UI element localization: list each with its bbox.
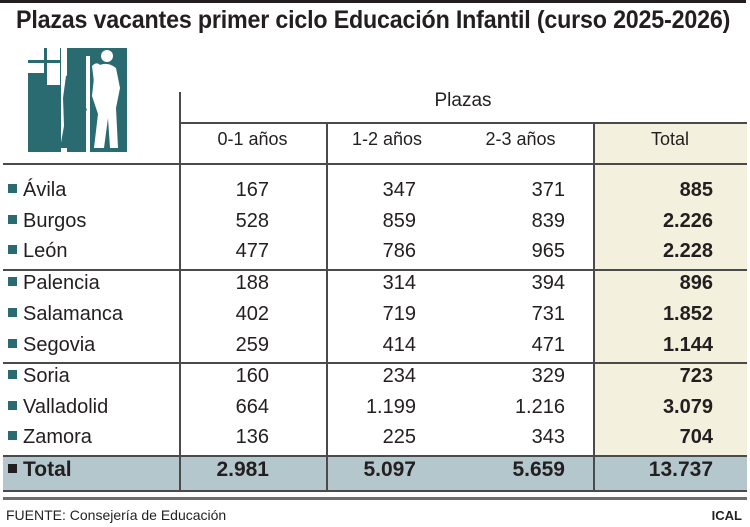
square-bullet-icon (8, 431, 17, 440)
table-row: Ávila 167 347 371 885 (0, 177, 750, 208)
table-row: Salamanca 402 719 731 1.852 (0, 301, 750, 332)
total-row-top-rule (3, 455, 747, 457)
table-row: Zamora 136 225 343 704 (0, 424, 750, 455)
header-bottom-rule (3, 163, 747, 165)
square-bullet-icon (8, 245, 17, 254)
top-rule (0, 0, 746, 3)
cell-total: 2.228 (662, 240, 713, 262)
column-divider (326, 122, 328, 491)
people-at-door-icon (28, 48, 127, 152)
cell-0-1: 528 (235, 209, 269, 232)
square-bullet-icon (8, 184, 17, 193)
total-column-background (593, 122, 747, 455)
cell-2-3: 5.659 (512, 458, 565, 481)
square-bullet-icon (8, 400, 17, 410)
row-label: Total (8, 458, 72, 482)
cell-0-1: 167 (235, 179, 269, 201)
cell-total: 1.144 (662, 333, 713, 356)
bottom-rule (3, 497, 747, 500)
cell-2-3: 731 (531, 303, 565, 325)
row-label: Soria (8, 365, 70, 388)
cell-2-3: 394 (531, 272, 565, 294)
column-group-label: Plazas (434, 90, 492, 111)
cell-1-2: 1.199 (365, 395, 416, 418)
column-header-total: Total (650, 129, 690, 149)
cell-1-2: 414 (382, 333, 416, 356)
cell-total: 723 (679, 365, 713, 387)
total-row-bottom-rule (3, 490, 747, 492)
table-row: Valladolid 664 1.199 1.216 3.079 (0, 394, 750, 425)
cell-2-3: 839 (531, 209, 565, 232)
cell-0-1: 136 (235, 426, 269, 448)
row-label: Segovia (8, 334, 95, 357)
header-group-rule (179, 122, 747, 124)
cell-0-1: 259 (235, 333, 269, 356)
row-label: León (8, 240, 68, 263)
cell-total: 896 (679, 272, 713, 294)
cell-1-2: 719 (382, 303, 416, 325)
row-label: Zamora (8, 426, 92, 449)
cell-total: 1.852 (662, 303, 713, 325)
column-header-0-1: 0-1 años (217, 129, 288, 149)
square-bullet-icon (8, 214, 17, 224)
cell-0-1: 664 (235, 395, 269, 418)
cell-1-2: 347 (382, 179, 416, 201)
cell-0-1: 188 (235, 272, 269, 294)
square-bullet-icon (8, 308, 17, 317)
row-label: Salamanca (8, 303, 123, 326)
cell-1-2: 225 (382, 426, 416, 448)
cell-total: 13.737 (648, 458, 713, 481)
row-label: Valladolid (8, 396, 108, 419)
total-row: Total 2.981 5.097 5.659 13.737 (0, 456, 750, 487)
row-label: Burgos (8, 210, 86, 233)
column-header-1-2: 1-2 años (351, 129, 423, 149)
row-label: Ávila (8, 179, 66, 202)
row-group-separator (3, 362, 747, 364)
square-bullet-icon (8, 277, 17, 286)
table-row: Palencia 188 314 394 896 (0, 270, 750, 301)
cell-2-3: 329 (531, 365, 565, 387)
credit-label: ICAL (711, 508, 742, 523)
cell-total: 2.226 (662, 209, 713, 232)
column-divider (593, 122, 595, 491)
table-row: Segovia 259 414 471 1.144 (0, 332, 750, 363)
table-row: Burgos 528 859 839 2.226 (0, 208, 750, 239)
row-label: Palencia (8, 272, 100, 295)
table-row: Soria 160 234 329 723 (0, 363, 750, 394)
cell-1-2: 234 (382, 365, 416, 387)
row-group-separator (3, 269, 747, 271)
cell-total: 704 (679, 426, 713, 448)
square-bullet-icon (8, 338, 17, 348)
cell-2-3: 1.216 (514, 395, 565, 418)
square-bullet-icon (8, 464, 17, 473)
table-row: León 477 786 965 2.228 (0, 238, 750, 269)
cell-0-1: 2.981 (216, 458, 269, 481)
cell-0-1: 477 (235, 240, 269, 262)
square-bullet-icon (8, 370, 17, 379)
cell-0-1: 160 (235, 365, 269, 387)
cell-2-3: 371 (531, 179, 565, 201)
cell-2-3: 965 (531, 240, 565, 262)
column-header-2-3: 2-3 años (485, 129, 556, 149)
cell-total: 885 (679, 179, 713, 201)
cell-2-3: 343 (531, 426, 565, 448)
cell-1-2: 314 (382, 272, 416, 294)
column-divider (179, 92, 181, 491)
total-row-background (3, 455, 747, 491)
cell-total: 3.079 (662, 395, 713, 418)
page-title: Plazas vacantes primer ciclo Educación I… (16, 6, 731, 34)
source-note: FUENTE: Consejería de Educación (6, 507, 227, 523)
cell-1-2: 786 (382, 240, 416, 262)
cell-0-1: 402 (235, 303, 269, 325)
cell-1-2: 5.097 (363, 458, 416, 481)
cell-1-2: 859 (382, 209, 416, 232)
cell-2-3: 471 (531, 333, 565, 356)
